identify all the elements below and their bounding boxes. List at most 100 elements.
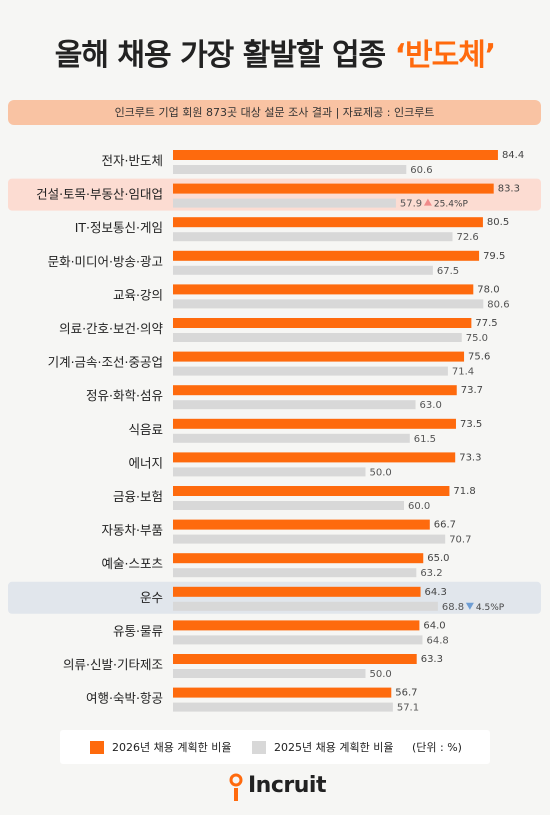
value-label-2026: 84.4 [502,150,524,161]
value-label-2026: 56.7 [395,688,417,699]
category-label: 에너지 [128,455,163,470]
bar-2026 [173,183,494,194]
category-label: 운수 [140,590,163,605]
bar-2026 [173,620,420,631]
value-label-2026: 66.7 [434,520,456,531]
value-label-2025: 60.6 [410,165,432,176]
change-down-icon [465,602,474,610]
value-label-2026: 80.5 [487,217,509,228]
value-label-2025: 80.6 [487,299,509,310]
value-label-2026: 73.5 [460,419,482,430]
bar-2026 [173,351,465,362]
change-up-icon [423,198,432,206]
category-label: 예술·스포츠 [102,556,163,571]
category-label: IT·정보통신·게임 [75,220,163,235]
legend-label-2025: 2025년 채용 계획한 비율 [274,741,394,754]
bar-2026 [173,654,417,664]
value-label-2026: 83.3 [498,184,520,195]
value-label-2026: 73.7 [461,385,483,396]
category-label: 정유·화학·섬유 [86,388,163,403]
bar-2026 [173,385,457,396]
value-label-2025: 61.5 [414,434,436,445]
value-label-2025: 64.8 [426,635,448,646]
value-label-2025: 67.5 [437,266,459,277]
value-label-2025: 57.9 [400,199,422,210]
bar-2026 [173,519,430,530]
bar-2026 [173,250,480,261]
logo-text: Incruit [248,773,326,798]
bar-2025 [173,669,366,678]
bar-2025 [173,702,393,712]
bar-chart: 전자·반도체 84.4 60.6 건설·토목·부동산·임대업 83.3 57.9 25.4%… [8,150,541,714]
legend-label-2026: 2026년 채용 계획한 비율 [112,741,232,754]
change-label: 25.4%P [434,200,469,210]
category-label: 건설·토목·부동산·임대업 [36,187,163,202]
value-label-2026: 64.0 [423,620,445,631]
bar-2025 [173,601,438,611]
value-label-2026: 65.0 [427,553,449,564]
bar-2025 [173,635,423,645]
value-label-2026: 71.8 [453,486,475,497]
bar-2025 [173,534,446,544]
bar-2025 [173,501,404,510]
title-highlight: ‘반도체’ [394,38,497,73]
bar-2026 [173,418,456,429]
value-label-2025: 63.2 [420,568,442,579]
bar-2026 [173,586,421,597]
bar-2026 [173,452,456,463]
bar-2025 [173,165,407,174]
legend-swatch-2025 [252,741,266,754]
bar-2026 [173,150,498,160]
value-label-2026: 77.5 [475,318,497,329]
bar-2025 [173,232,453,242]
bar-2026 [173,486,450,496]
bar-2025 [173,366,448,376]
category-label: 의료·간호·보건·의약 [59,321,163,336]
legend: 2026년 채용 계획한 비율 2025년 채용 계획한 비율 (단위 : %) [60,730,490,764]
bar-2026 [173,553,424,564]
bar-2025 [173,433,410,443]
bar-2026 [173,687,392,698]
value-label-2026: 63.3 [421,654,443,665]
bar-2025 [173,467,366,477]
category-label: 여행·숙박·항공 [86,691,163,706]
value-label-2025: 50.0 [370,669,392,680]
bar-2026 [173,318,472,328]
page-title: 올해 채용 가장 활발할 업종 ‘반도체’ [0,30,550,74]
legend-unit: (단위 : %) [412,741,462,754]
category-label: 유통·물류 [113,623,163,638]
value-label-2026: 79.5 [483,251,505,262]
value-label-2025: 57.1 [397,703,419,714]
category-label: 금융·보험 [113,489,163,504]
incruit-logo-icon [229,773,243,801]
bar-2025 [173,198,396,208]
value-label-2025: 50.0 [370,467,392,478]
value-label-2025: 70.7 [449,535,471,546]
category-label: 문화·미디어·방송·광고 [48,254,163,269]
change-label: 4.5%P [476,603,505,613]
bar-2025 [173,568,417,578]
value-label-2026: 64.3 [425,587,447,598]
bar-2025 [173,400,416,410]
value-label-2026: 73.3 [459,452,481,463]
value-label-2025: 72.6 [457,232,479,243]
value-label-2025: 75.0 [466,333,488,344]
category-label: 기계·금속·조선·중공업 [48,355,163,370]
bar-2025 [173,299,484,309]
bar-2026 [173,217,483,228]
category-label: 자동차·부품 [102,523,163,538]
bar-2025 [173,333,462,342]
title-main: 올해 채용 가장 활발할 업종 [54,38,395,73]
category-label: 전자·반도체 [102,153,163,168]
value-label-2025: 68.8 [442,602,464,613]
legend-swatch-2026 [90,741,104,754]
bar-2026 [173,284,474,295]
category-label: 식음료 [128,422,163,437]
category-label: 의류·신발·기타제조 [63,657,163,672]
subtitle-text: 인크루트 기업 회원 873곳 대상 설문 조사 결과 | 자료제공 : 인크루… [114,106,435,119]
value-label-2026: 78.0 [477,284,499,295]
value-label-2025: 71.4 [452,367,474,378]
subtitle-banner: 인크루트 기업 회원 873곳 대상 설문 조사 결과 | 자료제공 : 인크루… [8,100,541,125]
value-label-2025: 60.0 [408,501,430,512]
category-label: 교육·강의 [113,287,163,302]
